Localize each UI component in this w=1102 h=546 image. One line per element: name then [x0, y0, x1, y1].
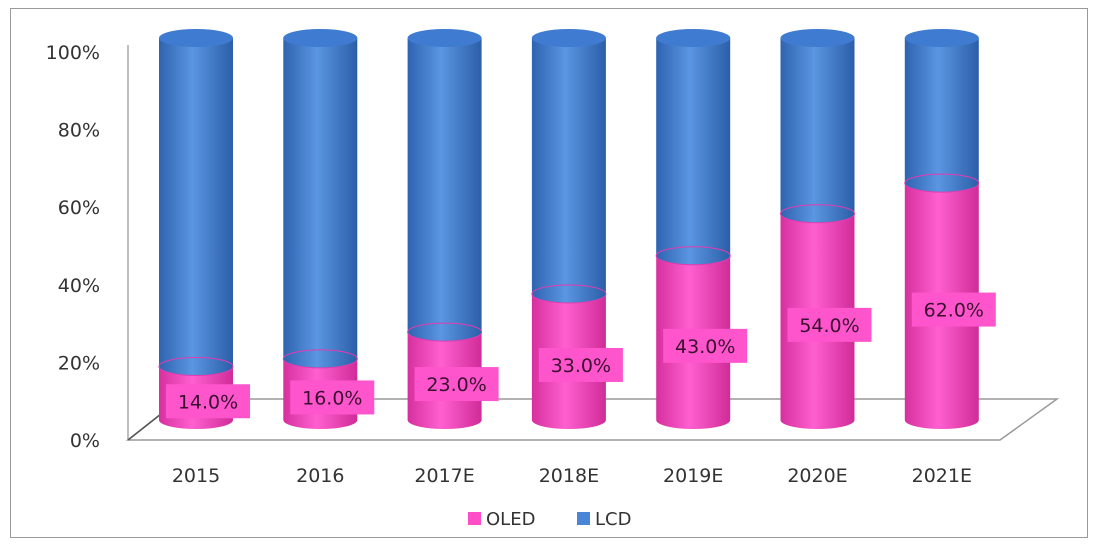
legend-swatch-oled	[468, 512, 481, 525]
x-tick-label: 2019E	[663, 465, 723, 487]
data-label-box	[538, 347, 623, 382]
y-tick-label: 100%	[46, 42, 100, 64]
y-tick-label: 60%	[58, 197, 100, 219]
bar-2015: 14.0%	[158, 29, 250, 429]
data-label: 33.0%	[551, 355, 611, 377]
segment-boundary	[655, 246, 731, 266]
x-tick-label: 2017E	[414, 465, 474, 487]
cylinder-top	[656, 29, 731, 47]
x-tick-label: 2016	[296, 465, 344, 487]
lcd-segment	[283, 38, 358, 368]
data-label-box	[166, 384, 250, 419]
cylinder-top	[407, 29, 482, 47]
segment-boundary	[158, 357, 234, 377]
cylinder-top	[283, 29, 358, 47]
x-tick-label: 2015	[172, 465, 220, 487]
segment-boundary	[780, 204, 855, 224]
bar-2017E: 23.0%	[407, 29, 499, 429]
cylinder-top	[531, 29, 606, 47]
y-tick-label: 20%	[58, 352, 100, 374]
chart-frame	[10, 8, 1088, 538]
x-tick-label: 2020E	[787, 465, 847, 487]
x-tick-label: 2018E	[539, 465, 599, 487]
data-label-box	[290, 380, 375, 415]
segment-boundary	[282, 349, 358, 369]
data-label-box	[414, 367, 499, 402]
bar-2021E: 62.0%	[904, 29, 996, 429]
lcd-segment	[656, 38, 731, 265]
lcd-segment	[531, 38, 606, 303]
data-label: 54.0%	[799, 315, 859, 337]
lcd-segment	[904, 38, 979, 193]
y-tick-label: 0%	[70, 430, 100, 452]
segment-boundary	[904, 173, 980, 193]
data-label-box	[787, 307, 872, 342]
segment-boundary	[531, 284, 607, 304]
bar-2019E: 43.0%	[655, 29, 748, 429]
lcd-segment	[159, 38, 233, 376]
legend-label-lcd: LCD	[595, 509, 631, 530]
bar-2016: 16.0%	[282, 29, 375, 429]
data-label: 14.0%	[178, 391, 238, 413]
legend-swatch-lcd	[577, 512, 590, 525]
data-label: 62.0%	[924, 300, 984, 322]
data-label-box	[911, 292, 996, 327]
y-tick-label: 80%	[58, 120, 100, 142]
segment-boundary	[407, 322, 483, 342]
data-label: 43.0%	[675, 336, 735, 358]
cylinder-top	[159, 29, 233, 47]
cylinder-top	[780, 29, 855, 47]
data-label-box	[663, 328, 748, 363]
lcd-segment	[407, 38, 482, 342]
lcd-segment	[780, 38, 855, 223]
cylinder-top	[904, 29, 979, 47]
x-tick-label: 2021E	[912, 465, 972, 487]
data-label: 23.0%	[426, 374, 486, 396]
legend-label-oled: OLED	[486, 509, 535, 530]
bar-2020E: 54.0%	[780, 29, 872, 429]
legend: OLED LCD	[468, 509, 631, 530]
bar-2018E: 33.0%	[531, 29, 623, 429]
data-label: 16.0%	[302, 387, 362, 409]
y-tick-label: 40%	[58, 275, 100, 297]
